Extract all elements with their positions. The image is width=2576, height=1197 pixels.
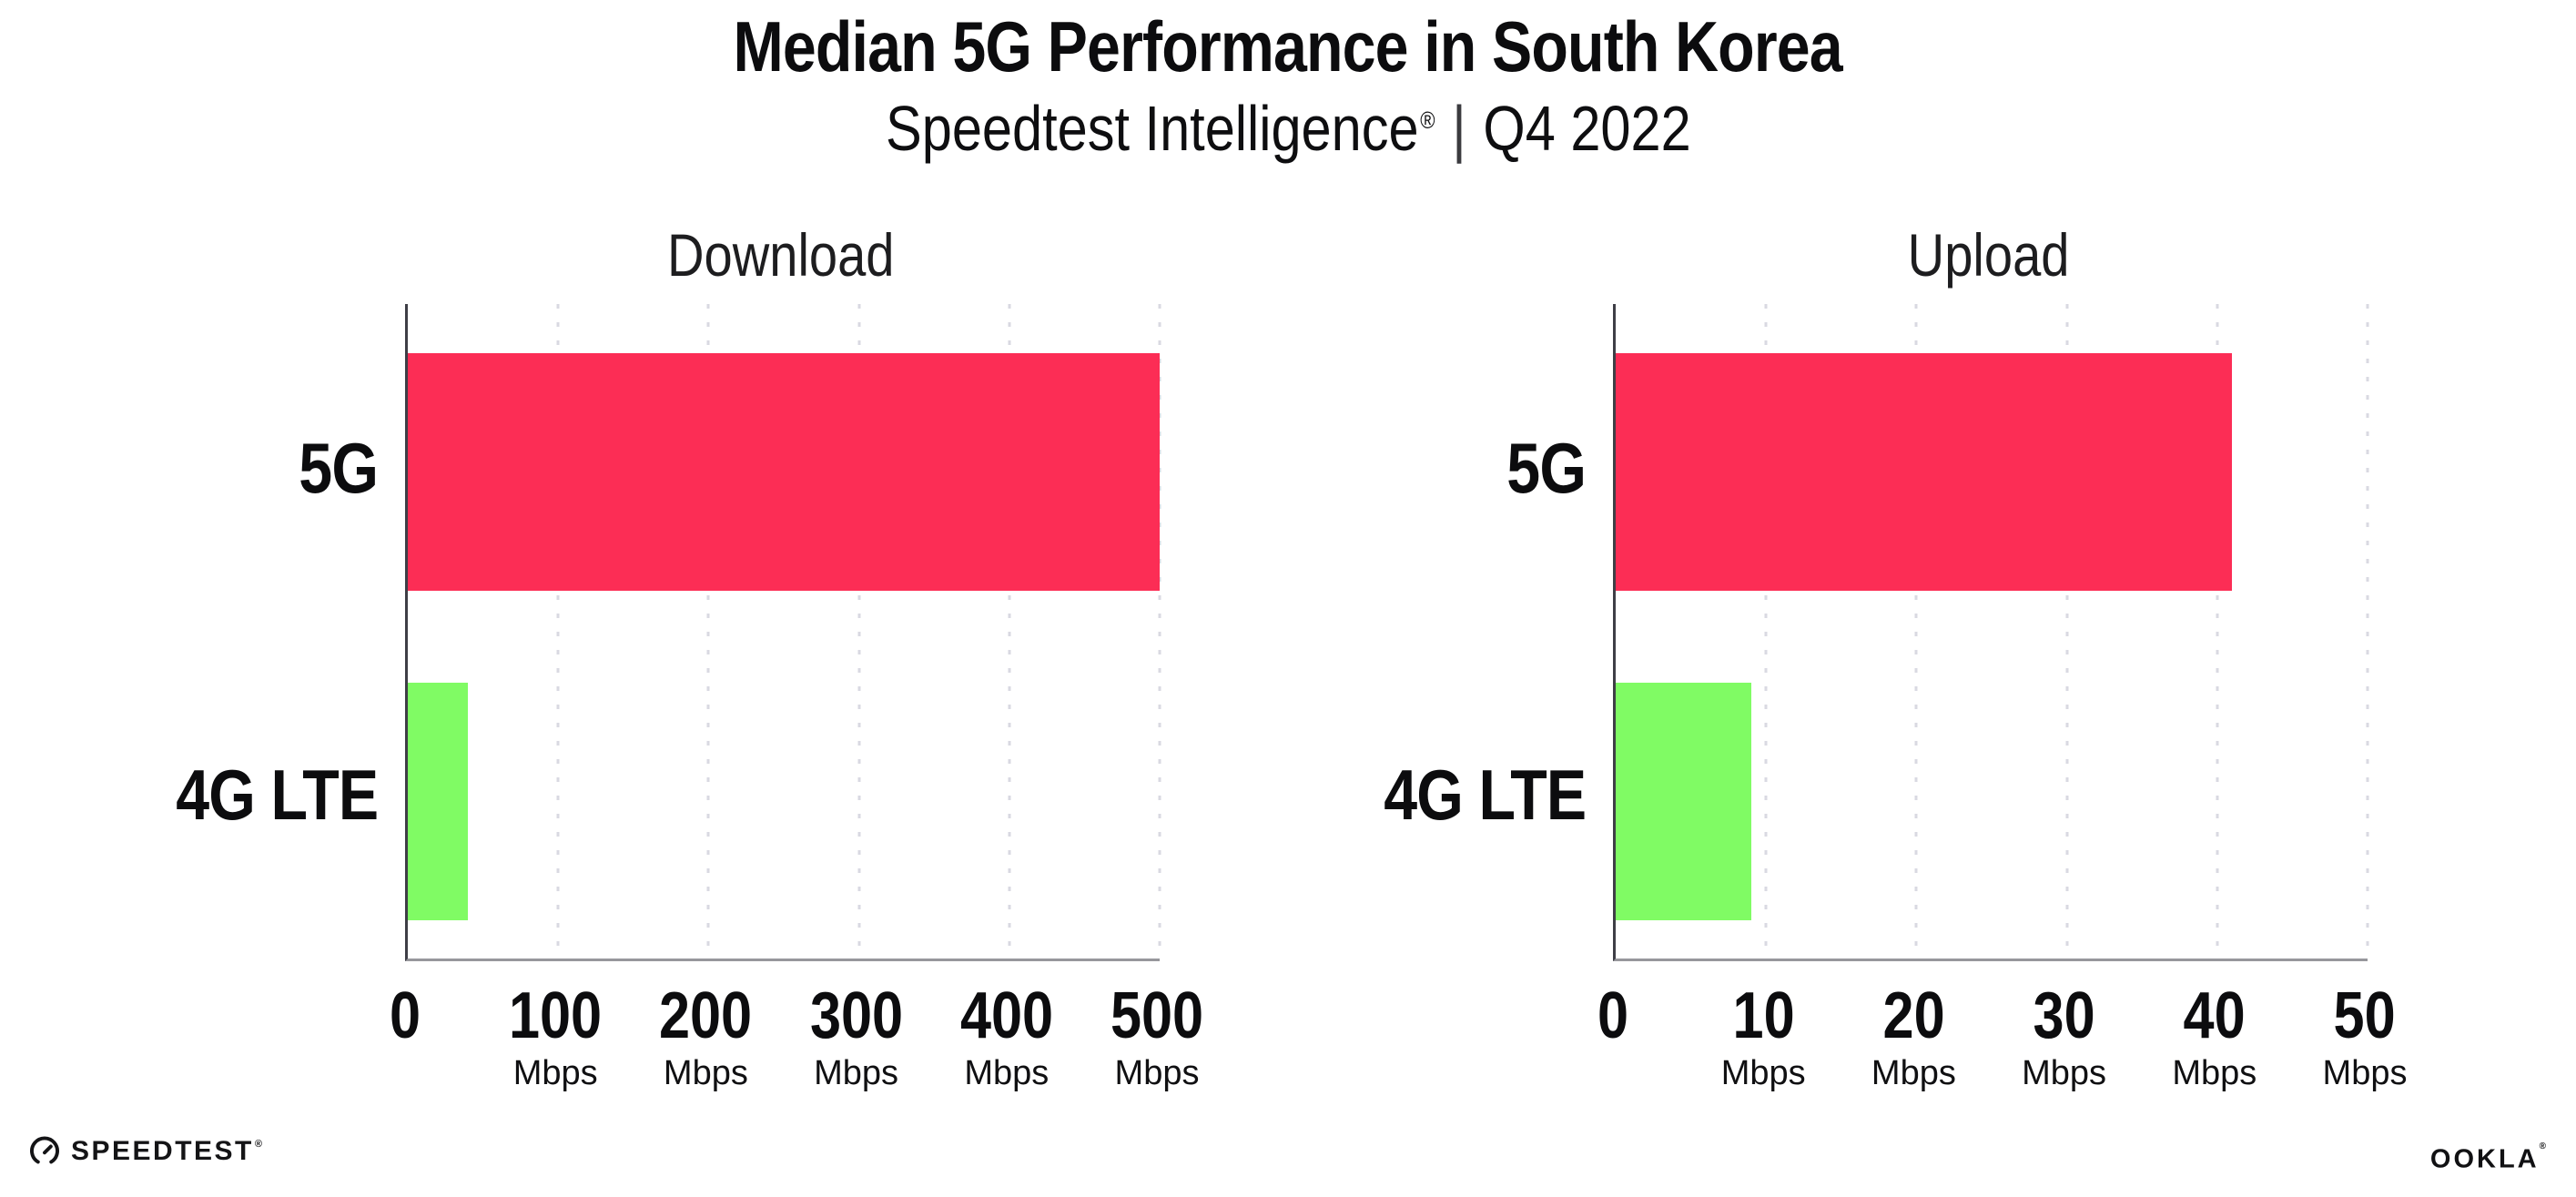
- subtitle-separator: |: [1451, 93, 1466, 164]
- gridline: [857, 304, 861, 959]
- upload-x-axis: 0 10 Mbps 20 Mbps 30 Mbps 40 Mbps 50 Mbp…: [1597, 979, 2407, 1101]
- axis-tick: 30 Mbps: [2022, 979, 2107, 1092]
- axis-tick: 500 Mbps: [1110, 979, 1204, 1092]
- speedtest-logo: SPEEDTEST®: [29, 1136, 263, 1167]
- axis-tick: 40 Mbps: [2172, 979, 2257, 1092]
- ookla-registered-mark: ®: [2539, 1141, 2549, 1151]
- download-4g-lte-bar: [408, 683, 469, 920]
- download-plot-area: [405, 304, 1161, 961]
- axis-tick: 10 Mbps: [1720, 979, 1806, 1092]
- upload-4g-lte-bar: [1616, 683, 1751, 920]
- speedtest-gauge-icon: [30, 1136, 59, 1164]
- download-x-axis: 0 100 Mbps 200 Mbps 300 Mbps 400 Mbps 50…: [390, 979, 1203, 1101]
- gridline: [556, 304, 560, 959]
- upload-plot-area: [1613, 304, 2369, 961]
- category-label-5g: 5G: [1506, 428, 1587, 508]
- page-title: Median 5G Performance in South Korea: [0, 9, 2576, 85]
- ookla-logo: OOKLA®: [2430, 1141, 2549, 1174]
- download-chart-title: Download: [667, 221, 895, 289]
- axis-tick: 20 Mbps: [1871, 979, 1956, 1092]
- axis-tick: 400 Mbps: [959, 979, 1053, 1092]
- category-label-4g-lte: 4G LTE: [175, 755, 379, 835]
- speedtest-registered-mark: ®: [254, 1139, 265, 1150]
- gridline: [1764, 304, 1768, 959]
- upload-5g-bar: [1616, 353, 2233, 591]
- gridline: [706, 304, 710, 959]
- axis-tick: 0: [389, 979, 421, 1052]
- gridline: [2216, 304, 2219, 959]
- gridline: [1008, 304, 1011, 959]
- speedtest-wordmark: SPEEDTEST®: [71, 1136, 265, 1166]
- subtitle-brand: Speedtest Intelligence: [885, 93, 1419, 164]
- axis-tick: 0: [1597, 979, 1629, 1052]
- axis-tick: 50 Mbps: [2322, 979, 2408, 1092]
- axis-tick: 300 Mbps: [809, 979, 903, 1092]
- gridline: [1914, 304, 1918, 959]
- download-5g-bar: [408, 353, 1160, 591]
- page-subtitle: Speedtest Intelligence® | Q4 2022: [0, 93, 2576, 164]
- gridline: [2065, 304, 2069, 959]
- category-label-5g: 5G: [299, 428, 379, 508]
- category-label-4g-lte: 4G LTE: [1383, 755, 1587, 835]
- ookla-wordmark: OOKLA: [2429, 1144, 2540, 1174]
- subtitle-period: Q4 2022: [1483, 93, 1691, 164]
- gridline: [1158, 304, 1161, 959]
- upload-chart-title: Upload: [1908, 221, 2070, 289]
- axis-tick: 200 Mbps: [659, 979, 753, 1092]
- gridline: [2366, 304, 2369, 959]
- registered-mark: ®: [1419, 106, 1435, 134]
- axis-tick: 100 Mbps: [509, 979, 603, 1092]
- page-subtitle-text: Speedtest Intelligence® | Q4 2022: [885, 93, 1691, 164]
- page-title-text: Median 5G Performance in South Korea: [733, 6, 1843, 86]
